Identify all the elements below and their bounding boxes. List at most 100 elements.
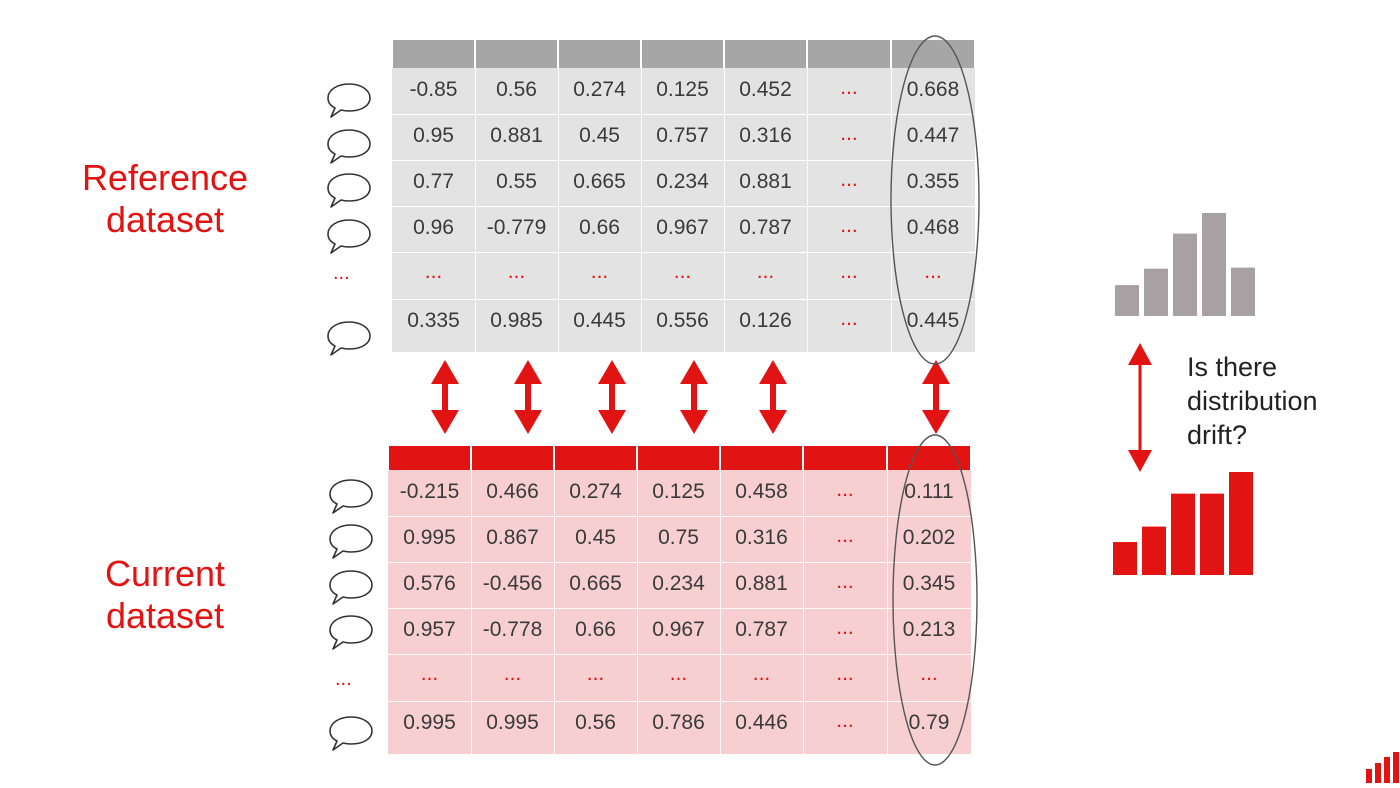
reference-column-ellipse (890, 35, 980, 365)
current-table-cell: ... (836, 570, 854, 593)
current-table-cell: 0.274 (569, 480, 622, 503)
current-table-cell: ... (836, 662, 854, 685)
current-table-cell: 0.79 (908, 711, 950, 734)
reference-table-cell: ... (924, 260, 942, 283)
current-table-cell: 0.111 (904, 480, 954, 503)
current-table-header-cell (555, 446, 636, 470)
double-arrow-icon (431, 360, 459, 434)
drift-question-line-1: Is there (1187, 352, 1278, 382)
current-table-cell: -0.215 (399, 480, 460, 503)
current-table-cell: 0.202 (902, 526, 956, 549)
current-table-cell: 0.867 (486, 526, 539, 549)
reference-table-body: -0.85 0.56 0.274 0.125 0.452... 0.668 0.95 0.88… (392, 68, 975, 352)
current-table-cell: 0.316 (735, 526, 788, 549)
current-table-header-cell (804, 446, 886, 470)
reference-table-cell: 0.66 (579, 216, 620, 239)
reference-histogram-bar (1202, 213, 1226, 316)
reference-table-row: 0.96 -0.779 0.66 0.967 0.787... 0.468 (392, 206, 975, 252)
reference-table-column-divider (641, 68, 642, 352)
reference-table-row: 0.77 0.55 0.665 0.234 0.881... 0.355 (392, 160, 975, 206)
current-table-cell: 0.458 (735, 480, 788, 503)
current-table-cell: 0.665 (569, 572, 622, 595)
current-column-ellipse (892, 434, 978, 766)
current-table: -0.215 0.466 0.274 0.125 0.458... 0.111 0.995 0… (388, 446, 971, 754)
reference-histogram-bar (1173, 233, 1197, 316)
reference-table-cell: 0.468 (906, 216, 960, 239)
speech-bubble-icon (327, 476, 375, 516)
current-table-cell: ... (503, 662, 522, 685)
current-table-column-divider (471, 470, 472, 754)
reference-table-cell: 0.355 (906, 170, 960, 193)
reference-table-header-cell (393, 40, 474, 68)
reference-table-column-divider (558, 68, 559, 352)
reference-table-header-cell (725, 40, 806, 68)
reference-table-cell: 0.96 (413, 216, 454, 239)
current-table-column-divider (554, 470, 555, 754)
reference-table-column-divider (724, 68, 725, 352)
reference-table-cell: ... (756, 260, 775, 283)
current-table-cell: 0.56 (575, 711, 616, 734)
current-table-cell: 0.995 (403, 526, 456, 549)
current-table-column-divider (720, 470, 721, 754)
current-table-cell: ... (420, 662, 439, 685)
reference-table-cell: 0.55 (496, 170, 537, 193)
reference-histogram (1115, 213, 1255, 316)
current-table-header-cell (389, 446, 470, 470)
current-table-cell: ... (836, 616, 854, 639)
current-table-cell: 0.957 (403, 618, 456, 641)
current-label-line-1: Current (104, 553, 226, 594)
current-table-row: 0.957 -0.778 0.66 0.967 0.787... 0.213 (388, 608, 971, 654)
current-table-header-cell (472, 446, 553, 470)
current-table-cell: 0.995 (486, 711, 539, 734)
current-table-cell: 0.967 (652, 618, 705, 641)
double-arrow-icon (759, 360, 787, 434)
current-histogram-bar (1229, 472, 1253, 575)
reference-table-cell: 0.274 (573, 78, 626, 101)
speech-bubble-icon (325, 80, 373, 120)
reference-table-row-divider (392, 299, 975, 300)
reference-table-cell: ... (673, 260, 692, 283)
current-table-cell: 0.576 (403, 572, 456, 595)
reference-table-cell: 0.967 (656, 216, 709, 239)
current-table-cell: ... (836, 524, 854, 547)
drift-arrow-icon (1128, 343, 1152, 472)
current-table-header-cell (638, 446, 719, 470)
speech-bubble-icon (325, 318, 373, 358)
current-table-row: 0.576 -0.456 0.665 0.234 0.881... 0.345 (388, 562, 971, 608)
reference-table-cell: 0.447 (906, 124, 960, 147)
speech-bubble-icon (325, 216, 373, 256)
reference-table-cell: 0.985 (490, 309, 543, 332)
reference-table-header-cell (808, 40, 890, 68)
reference-dataset-label: Reference dataset (70, 157, 260, 241)
current-table-cell: 0.45 (575, 526, 616, 549)
current-table-cell: 0.446 (735, 711, 788, 734)
current-table-row: 0.995 0.867 0.45 0.75 0.316... 0.202 (388, 516, 971, 562)
reference-table-cell: -0.85 (409, 78, 458, 101)
reference-table-cell: -0.779 (486, 216, 547, 239)
speech-bubble-icon (325, 170, 373, 210)
current-histogram-bar (1171, 493, 1195, 575)
reference-table-cell: 0.757 (656, 124, 709, 147)
current-histogram-bar (1142, 526, 1166, 575)
reference-table-cell: ... (840, 307, 858, 330)
current-table-cell: -0.778 (482, 618, 543, 641)
current-table-cell: 0.75 (658, 526, 699, 549)
reference-table-cell: 0.335 (407, 309, 460, 332)
reference-table-row: ..................... (392, 252, 975, 299)
reference-histogram-bar (1144, 268, 1168, 316)
current-table-column-divider (803, 470, 804, 754)
reference-table-cell: 0.45 (579, 124, 620, 147)
current-table-cell: ... (586, 662, 605, 685)
current-table-cell: ... (836, 709, 854, 732)
reference-table-row: 0.95 0.881 0.45 0.757 0.316... 0.447 (392, 114, 975, 160)
reference-table-header-cell (559, 40, 640, 68)
current-label-line-2: dataset (105, 595, 225, 636)
reference-label-line-1: Reference (81, 157, 249, 198)
reference-table-cell: 0.668 (906, 78, 960, 101)
speech-bubble-icon (327, 521, 375, 561)
current-table-row-divider (388, 701, 971, 702)
reference-table-cell: ... (840, 214, 858, 237)
reference-table-cell: 0.556 (656, 309, 709, 332)
column-comparison-arrows (431, 360, 950, 434)
